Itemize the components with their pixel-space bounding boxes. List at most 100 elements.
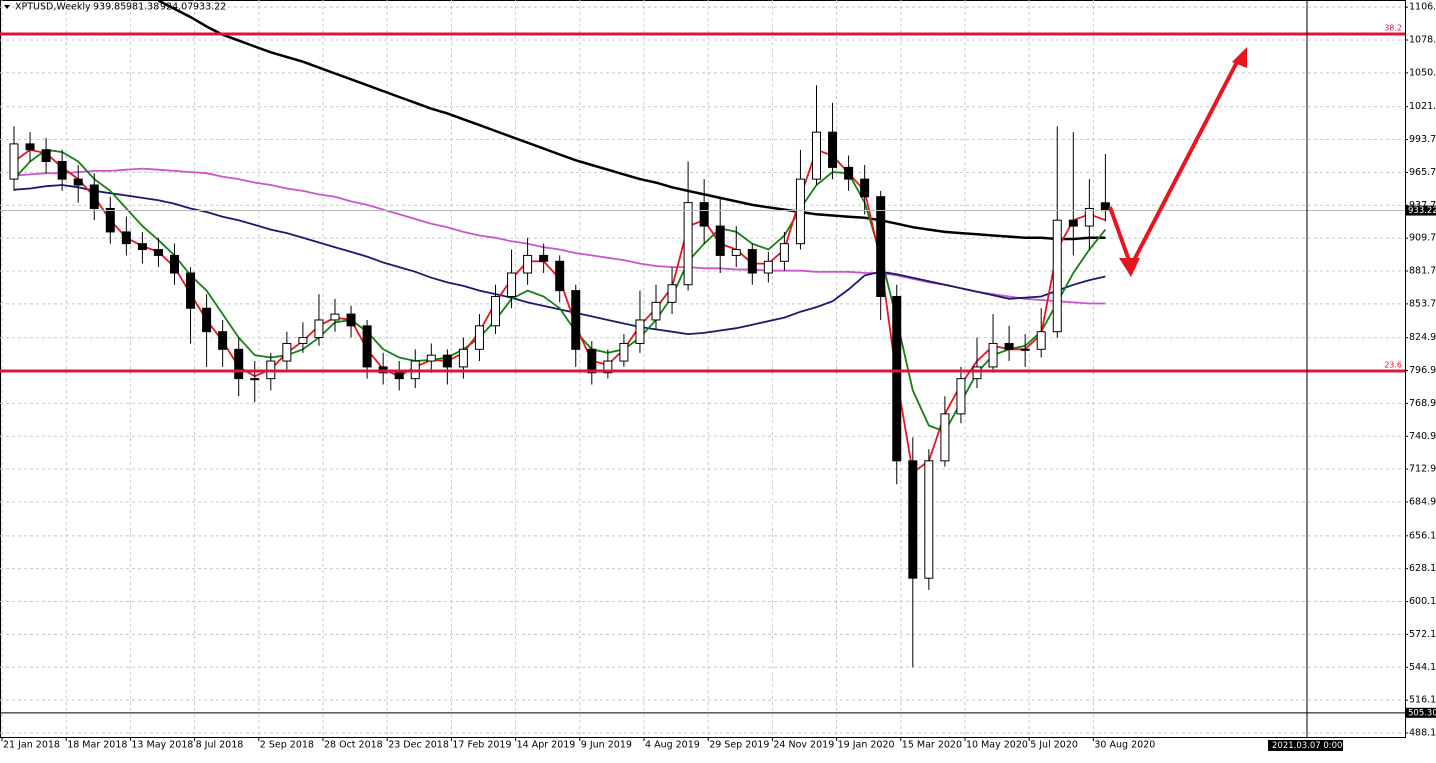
x-tick-label: 4 Aug 2019	[645, 740, 700, 751]
candle-body	[956, 378, 966, 415]
y-tick-label: 965.70	[1409, 167, 1436, 178]
candle-body	[892, 295, 902, 462]
candle-body	[523, 254, 533, 274]
candle-body	[346, 313, 356, 327]
price-tag-bg	[1406, 707, 1436, 718]
y-tick-label: 824.90	[1409, 332, 1436, 343]
candle-body	[330, 313, 340, 321]
candle-body	[314, 319, 324, 339]
x-tick-label: 30 Aug 2020	[1094, 740, 1155, 751]
candle-body	[1084, 207, 1094, 227]
x-tick-label: 14 Apr 2019	[517, 740, 576, 751]
candle-body	[635, 319, 645, 344]
current-price-label: 933.22	[1408, 206, 1436, 216]
candle-body	[1052, 219, 1062, 333]
ohlc-low: 924.07	[160, 2, 193, 13]
candle-body	[844, 166, 854, 180]
y-tick-label: 1106.50	[1409, 2, 1436, 13]
candle-body	[362, 325, 372, 368]
y-tick-label: 1021.70	[1409, 101, 1436, 112]
candle-body	[555, 260, 565, 292]
moving-average	[13, 167, 1106, 305]
candle-body	[507, 272, 517, 297]
candle-body	[9, 143, 19, 180]
candle-body	[667, 284, 677, 303]
candle-body	[218, 331, 228, 350]
ohlc-open: 939.85	[93, 2, 126, 13]
candle-body	[57, 161, 67, 180]
y-tick-label: 1078.50	[1409, 35, 1436, 46]
candle-body	[587, 348, 597, 374]
candle-body	[988, 342, 998, 368]
x-tick-label: 24 Nov 2019	[773, 740, 834, 751]
candle-body	[73, 178, 83, 186]
cursor-date: 2021.03.07 0:00	[1272, 741, 1342, 751]
x-tick-label: 5 Jul 2020	[1030, 740, 1078, 751]
x-tick-label: 10 May 2020	[966, 740, 1028, 751]
candle-body	[186, 272, 196, 309]
candle-body	[747, 249, 757, 274]
y-tick-label: 909.70	[1409, 233, 1436, 244]
y-tick-label: 796.90	[1409, 365, 1436, 376]
candle-body	[715, 225, 725, 256]
x-tick-label: 19 Jan 2020	[838, 740, 895, 751]
x-tick-label: 2 Sep 2018	[260, 740, 314, 751]
candle-body	[940, 413, 950, 462]
moving-average	[13, 148, 1107, 433]
candle-body	[1100, 202, 1110, 212]
arrow-head	[1232, 47, 1247, 68]
x-tick-label: 23 Dec 2018	[388, 740, 449, 751]
candle-body	[619, 342, 629, 362]
candle-body	[137, 243, 147, 251]
x-tick-label: 21 Jan 2018	[3, 740, 60, 751]
y-tick-label: 600.10	[1409, 596, 1436, 607]
candle-body	[972, 366, 982, 380]
candles	[9, 85, 1110, 668]
candle-body	[795, 178, 805, 245]
candle-body	[41, 149, 51, 163]
y-tick-label: 712.90	[1409, 464, 1436, 475]
candle-body	[170, 254, 179, 274]
plot-frame	[0, 0, 1406, 738]
candle-body	[250, 378, 260, 381]
x-tick-label: 18 Mar 2018	[67, 740, 127, 751]
candle-body	[474, 325, 484, 350]
y-tick-label: 881.70	[1409, 266, 1436, 277]
candle-body	[699, 202, 709, 227]
header-icon	[4, 5, 10, 9]
y-tick-label: 516.10	[1409, 695, 1436, 706]
header: XPTUSD,Weekly 939.85 981.38 924.07 933.2…	[4, 2, 226, 13]
candle-body	[571, 290, 581, 350]
moving-average	[157, 0, 1106, 241]
y-tick-label: 572.10	[1409, 629, 1436, 640]
y-tick-label: 740.90	[1409, 431, 1436, 442]
x-tick-label: 17 Feb 2019	[452, 740, 511, 751]
candle-body	[1068, 219, 1078, 227]
candle-body	[282, 342, 292, 362]
y-tick-label: 993.70	[1409, 134, 1436, 145]
candle-body	[651, 301, 661, 321]
forecast-arrows	[1108, 47, 1247, 277]
candle-body	[234, 348, 244, 380]
y-tick-label: 937.70	[1409, 200, 1436, 211]
candle-body	[442, 354, 452, 368]
fib-level-label: 23.6	[1384, 361, 1402, 370]
candle-body	[812, 131, 821, 180]
candle-body	[1004, 342, 1014, 350]
candle-body	[298, 337, 308, 344]
candle-body	[860, 178, 870, 198]
y-tick-label: 628.10	[1409, 563, 1436, 574]
price-tag-bg	[1406, 205, 1436, 216]
y-tick-label: 656.10	[1409, 530, 1436, 541]
y-tick-label: 684.90	[1409, 497, 1436, 508]
candle-body	[202, 307, 212, 333]
candle-body	[924, 460, 934, 579]
x-tick-label: 28 Oct 2018	[324, 740, 383, 751]
arrow-head	[1119, 258, 1140, 277]
y-tick-label: 768.90	[1409, 398, 1436, 409]
candle-body	[121, 231, 131, 245]
candle-body	[779, 243, 789, 262]
candle-body	[25, 143, 35, 151]
candle-body	[89, 184, 99, 209]
candle-body	[908, 460, 918, 579]
